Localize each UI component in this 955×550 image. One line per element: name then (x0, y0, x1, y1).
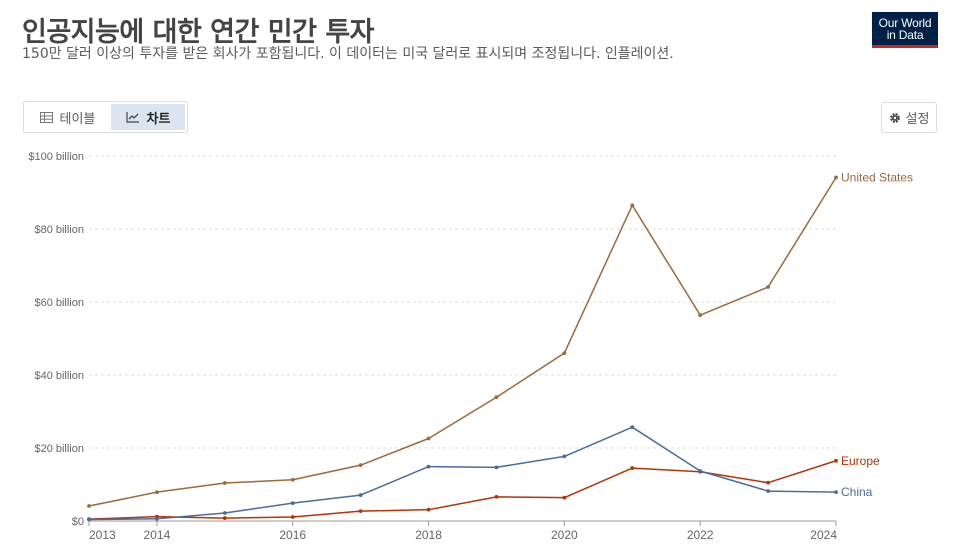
page-subtitle: 150만 달러 이상의 투자를 받은 회사가 포함됩니다. 이 데이터는 미국 … (22, 46, 674, 62)
data-point-united-states[interactable] (426, 436, 431, 441)
data-point-europe[interactable] (222, 516, 227, 520)
tab-table-label: 테이블 (59, 111, 96, 127)
series-label-china[interactable]: China (841, 485, 873, 499)
y-tick-label: $100 billion (28, 151, 84, 163)
y-tick-label: $20 billion (34, 443, 84, 455)
series-line-united-states[interactable] (88, 177, 837, 507)
y-tick-label: $80 billion (34, 224, 84, 236)
series-labels: United States Europe China (841, 171, 913, 500)
x-tick-label: 2022 (687, 528, 714, 542)
y-tick-label: $60 billion (34, 297, 84, 309)
x-tick-label: 2014 (144, 528, 171, 542)
data-point-united-states[interactable] (698, 313, 703, 318)
table-icon (39, 111, 53, 123)
series-line-europe[interactable] (88, 460, 837, 520)
x-tick-label: 2013 (89, 528, 116, 542)
view-tabs: 테이블 차트 (23, 101, 188, 133)
data-point-united-states[interactable] (834, 175, 838, 180)
data-point-united-states[interactable] (222, 481, 227, 485)
data-point-china[interactable] (766, 489, 770, 493)
data-point-europe[interactable] (290, 515, 295, 519)
data-point-europe[interactable] (766, 480, 770, 485)
data-point-united-states[interactable] (630, 203, 635, 208)
data-point-united-states[interactable] (766, 285, 770, 289)
settings-label: 설정 (905, 112, 930, 127)
data-point-united-states[interactable] (290, 477, 295, 482)
series-lines (87, 175, 838, 522)
data-point-china[interactable] (562, 454, 567, 459)
data-point-europe[interactable] (834, 458, 838, 463)
data-point-united-states[interactable] (562, 351, 567, 355)
data-point-united-states[interactable] (494, 395, 499, 400)
data-point-united-states[interactable] (87, 504, 91, 508)
data-point-europe[interactable] (562, 495, 567, 500)
data-point-china[interactable] (290, 501, 295, 506)
x-axis: 2013 2014 2016 2018 2020 2022 2024 (88, 520, 837, 542)
data-point-united-states[interactable] (155, 490, 159, 495)
data-point-united-states[interactable] (358, 463, 363, 468)
data-point-china[interactable] (834, 490, 838, 495)
data-point-china[interactable] (222, 511, 227, 515)
line-chart-icon (125, 112, 139, 123)
x-tick-label: 2018 (415, 528, 442, 542)
tab-table[interactable]: 테이블 (24, 102, 111, 132)
tab-chart-label: 차트 (146, 111, 171, 127)
data-point-europe[interactable] (358, 509, 363, 514)
logo-line-1: Our World (878, 16, 932, 30)
settings-button[interactable]: 설정 (881, 102, 937, 133)
page-title: 인공지능에 대한 연간 민간 투자 (22, 17, 375, 48)
gear-icon (889, 112, 900, 123)
data-point-china[interactable] (698, 469, 703, 473)
x-tick-label: 2020 (551, 528, 578, 542)
data-point-china[interactable] (630, 425, 635, 430)
x-tick-label: 2024 (810, 528, 837, 542)
series-label-united-states[interactable]: United States (841, 171, 913, 185)
series-line-china[interactable] (88, 426, 837, 521)
grid-lines (89, 155, 836, 449)
data-point-china[interactable] (426, 464, 431, 469)
y-tick-label: $0 (72, 516, 84, 528)
data-point-china[interactable] (494, 465, 499, 470)
x-tick-label: 2016 (279, 528, 306, 542)
logo-line-2: in Data (886, 28, 924, 42)
data-point-china[interactable] (87, 517, 91, 522)
data-point-europe[interactable] (426, 507, 431, 512)
y-tick-label: $40 billion (34, 370, 84, 382)
data-point-china[interactable] (155, 516, 159, 521)
data-point-europe[interactable] (494, 495, 499, 499)
data-point-europe[interactable] (630, 466, 635, 470)
y-axis-ticks: $0 $20 billion $40 billion $60 billion $80 b… (28, 151, 84, 528)
owid-logo[interactable]: Our World in Data (872, 12, 938, 48)
data-point-china[interactable] (358, 493, 363, 497)
series-label-europe[interactable]: Europe (841, 454, 880, 468)
tab-chart[interactable]: 차트 (110, 104, 185, 130)
